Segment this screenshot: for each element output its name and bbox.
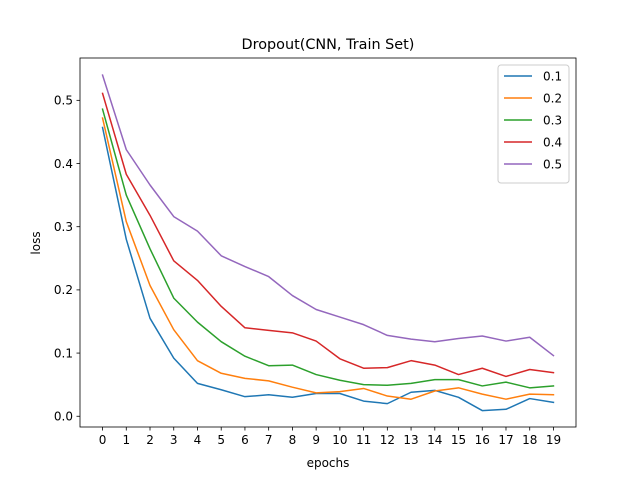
legend: 0.1 0.2 0.3 0.4 0.5 (497, 64, 570, 184)
series-line-0-5 (101, 74, 555, 357)
legend-label: 0.5 (543, 157, 562, 171)
x-tick-label: 7 (265, 433, 273, 447)
y-axis-label: loss (29, 231, 43, 254)
x-tick-label: 14 (427, 433, 442, 447)
x-axis: 0 1 2 3 4 5 6 7 8 9 10 11 12 13 14 15 16 17 18 19 (99, 427, 561, 447)
legend-box (497, 64, 570, 184)
x-tick-label: 17 (498, 433, 513, 447)
y-tick-label: 0.5 (54, 94, 73, 108)
x-tick-label: 9 (312, 433, 320, 447)
series-line-0-3 (101, 108, 555, 389)
x-tick-label: 18 (522, 433, 537, 447)
x-tick-label: 3 (170, 433, 178, 447)
legend-label: 0.1 (543, 69, 562, 83)
x-tick-label: 19 (546, 433, 561, 447)
x-tick-label: 15 (451, 433, 466, 447)
legend-label: 0.4 (543, 135, 562, 149)
x-tick-label: 13 (403, 433, 418, 447)
x-tick-label: 10 (332, 433, 347, 447)
series-line-0-4 (101, 92, 555, 378)
x-tick-label: 1 (122, 433, 130, 447)
x-tick-label: 2 (146, 433, 154, 447)
y-tick-label: 0.4 (54, 157, 73, 171)
y-tick-label: 0.2 (54, 283, 73, 297)
x-tick-label: 8 (289, 433, 297, 447)
x-tick-label: 11 (356, 433, 371, 447)
legend-label: 0.3 (543, 113, 562, 127)
x-tick-label: 12 (380, 433, 395, 447)
y-tick-label: 0.0 (54, 410, 73, 424)
chart-title: Dropout(CNN, Train Set) (242, 37, 415, 53)
y-axis: 0.0 0.1 0.2 0.3 0.4 0.5 (54, 94, 80, 424)
series-line-0-1 (101, 126, 555, 412)
x-tick-label: 5 (217, 433, 225, 447)
plot-frame (79, 57, 577, 428)
x-axis-label: epochs (307, 456, 350, 470)
y-tick-label: 0.1 (54, 346, 73, 360)
x-tick-label: 0 (99, 433, 107, 447)
y-tick-label: 0.3 (54, 220, 73, 234)
x-tick-label: 6 (241, 433, 249, 447)
x-tick-label: 16 (475, 433, 490, 447)
series-line-0-2 (101, 117, 555, 400)
x-tick-label: 4 (194, 433, 202, 447)
series-layer (101, 74, 555, 412)
legend-label: 0.2 (543, 91, 562, 105)
